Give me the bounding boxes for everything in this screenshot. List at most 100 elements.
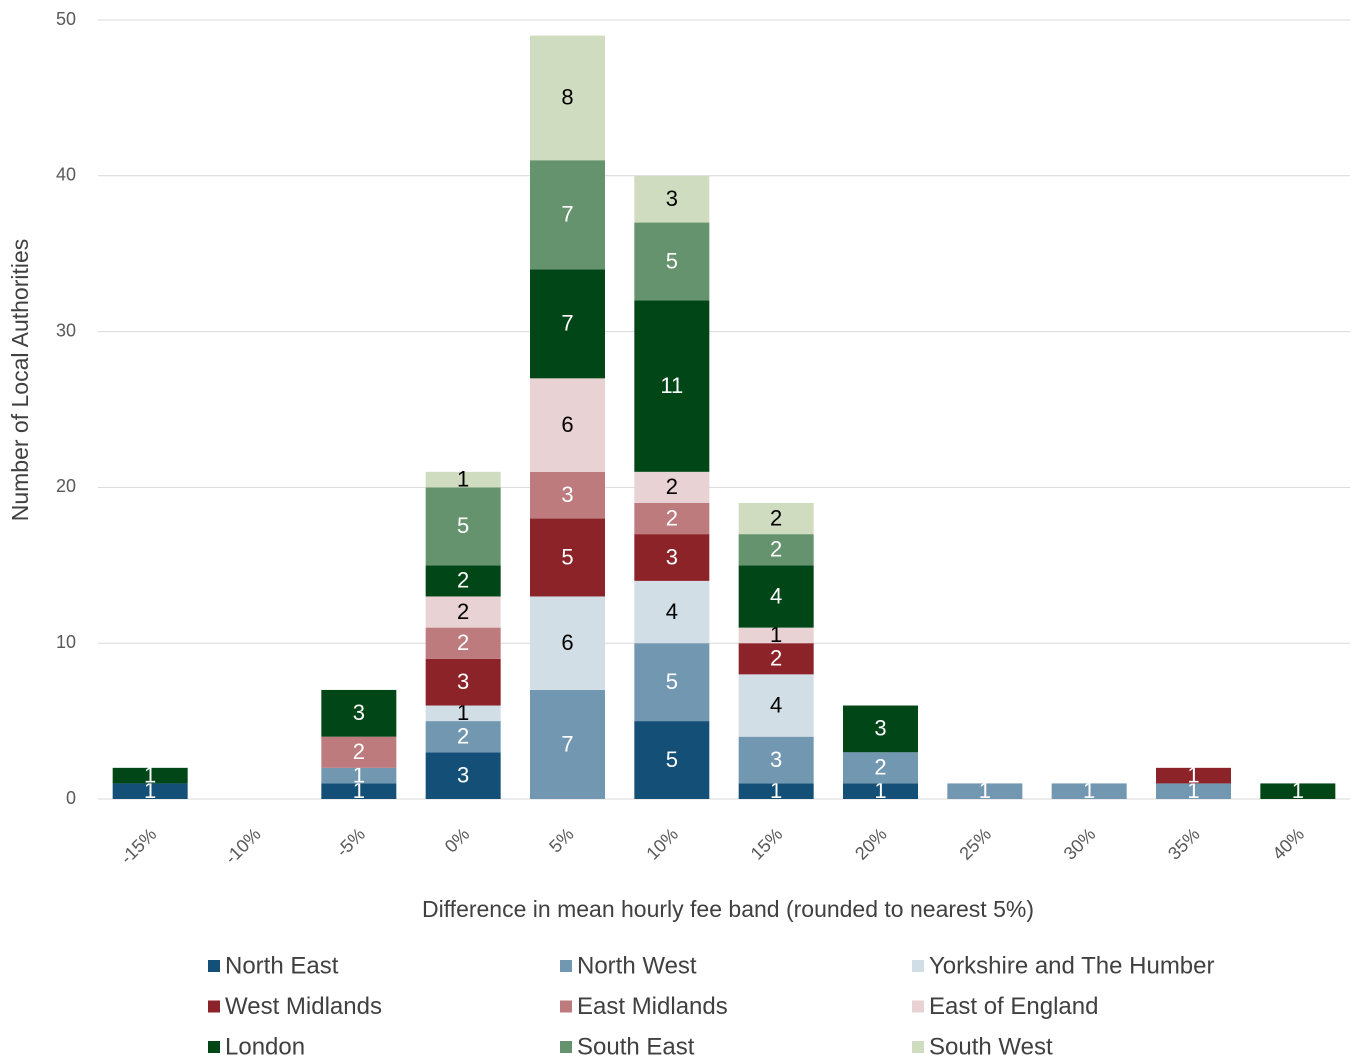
x-tick-label: 15% (747, 824, 787, 864)
legend-swatch (912, 1000, 924, 1013)
value-label: 1 (1187, 762, 1199, 787)
value-label: 3 (666, 544, 678, 569)
value-label: 6 (561, 412, 573, 437)
value-label: 1 (874, 778, 886, 803)
bar-segment (425, 705, 501, 722)
bar-segment (321, 783, 397, 799)
legend-label: Yorkshire and The Humber (929, 952, 1215, 979)
value-label: 3 (874, 716, 886, 741)
value-label: 3 (666, 186, 678, 211)
value-label: 1 (353, 778, 365, 803)
x-tick-label: 30% (1060, 824, 1100, 864)
x-tick-label: 35% (1164, 824, 1204, 864)
y-tick-label: 0 (66, 788, 76, 808)
value-label: 5 (457, 513, 469, 538)
value-label: 4 (770, 692, 782, 717)
value-label: 5 (561, 544, 573, 569)
value-label: 2 (770, 646, 782, 671)
legend-swatch (560, 1041, 572, 1053)
value-label: 1 (457, 466, 469, 491)
legend-swatch (912, 1041, 924, 1053)
value-label: 1 (144, 762, 156, 787)
bar-segment (634, 175, 710, 223)
value-label: 2 (770, 505, 782, 530)
bar-segment (425, 627, 501, 659)
x-tick-label: -15% (116, 824, 160, 868)
value-label: 3 (457, 669, 469, 694)
value-label: 7 (561, 202, 573, 227)
bar-segment (112, 767, 188, 784)
bar-segment (321, 689, 397, 737)
value-label: 5 (666, 669, 678, 694)
legend-label: North West (577, 952, 697, 979)
legend-label: East Midlands (577, 993, 728, 1020)
bar-segment (1156, 767, 1231, 784)
value-label: 2 (457, 630, 469, 655)
bar-segment (634, 222, 710, 301)
bar-segment (947, 783, 1023, 799)
x-axis-title: Difference in mean hourly fee band (roun… (422, 896, 1034, 922)
value-label: 7 (561, 311, 573, 336)
bar-segment (843, 705, 918, 753)
bar-segment (321, 736, 397, 768)
value-label: 6 (561, 630, 573, 655)
bar-segment (530, 378, 605, 472)
bar-segment (425, 721, 501, 753)
value-label: 2 (874, 755, 886, 780)
value-label: 1 (457, 700, 469, 725)
value-label: 2 (457, 723, 469, 748)
x-tick-label: 5% (545, 824, 578, 857)
bar-segment (530, 269, 605, 379)
y-tick-label: 30 (56, 320, 76, 340)
bar-segment (843, 783, 918, 799)
x-tick-label: 25% (955, 824, 995, 864)
legend-swatch (560, 960, 572, 972)
value-label: 2 (457, 568, 469, 593)
value-label: 1 (144, 778, 156, 803)
bar-segment (634, 471, 710, 503)
value-label: 3 (561, 482, 573, 507)
bar-segment (425, 471, 501, 488)
bar-segment (425, 596, 501, 628)
legend-swatch (912, 960, 924, 972)
value-label: 1 (770, 778, 782, 803)
bar-segment (634, 721, 710, 799)
bar-segment (1051, 783, 1127, 799)
value-label: 5 (666, 248, 678, 273)
legend-swatch (208, 1000, 220, 1013)
value-label: 7 (561, 731, 573, 756)
value-label: 2 (457, 599, 469, 624)
bar-segment (738, 534, 814, 566)
bar-segment (634, 300, 710, 472)
x-tick-label: -10% (221, 824, 265, 868)
bar-segment (530, 160, 605, 270)
x-tick-label: -5% (332, 824, 369, 861)
bar-segment (425, 487, 501, 566)
value-label: 4 (666, 599, 678, 624)
bar-segment (738, 565, 814, 628)
value-label: 1 (1187, 778, 1199, 803)
legend-swatch (208, 1041, 220, 1053)
bar-segment (634, 580, 710, 644)
bar-segment (530, 471, 605, 519)
legend-label: North East (225, 952, 339, 979)
bar-segment (634, 534, 710, 581)
bar-segment (843, 752, 918, 784)
bar-segment (1260, 783, 1336, 799)
legend-label: West Midlands (225, 993, 382, 1020)
bar-segment (530, 35, 605, 161)
value-label: 4 (770, 583, 782, 608)
value-label: 1 (1292, 778, 1304, 803)
value-label: 2 (353, 739, 365, 764)
bar-segment (634, 643, 710, 722)
bar-segment (738, 643, 814, 675)
value-label: 2 (770, 537, 782, 562)
bar-segment (738, 627, 814, 644)
value-label: 2 (666, 474, 678, 499)
bar-segment (738, 736, 814, 784)
bar-segment (112, 783, 188, 799)
bar-segment (530, 518, 605, 597)
x-tick-label: 20% (851, 824, 891, 864)
value-label: 2 (666, 505, 678, 530)
